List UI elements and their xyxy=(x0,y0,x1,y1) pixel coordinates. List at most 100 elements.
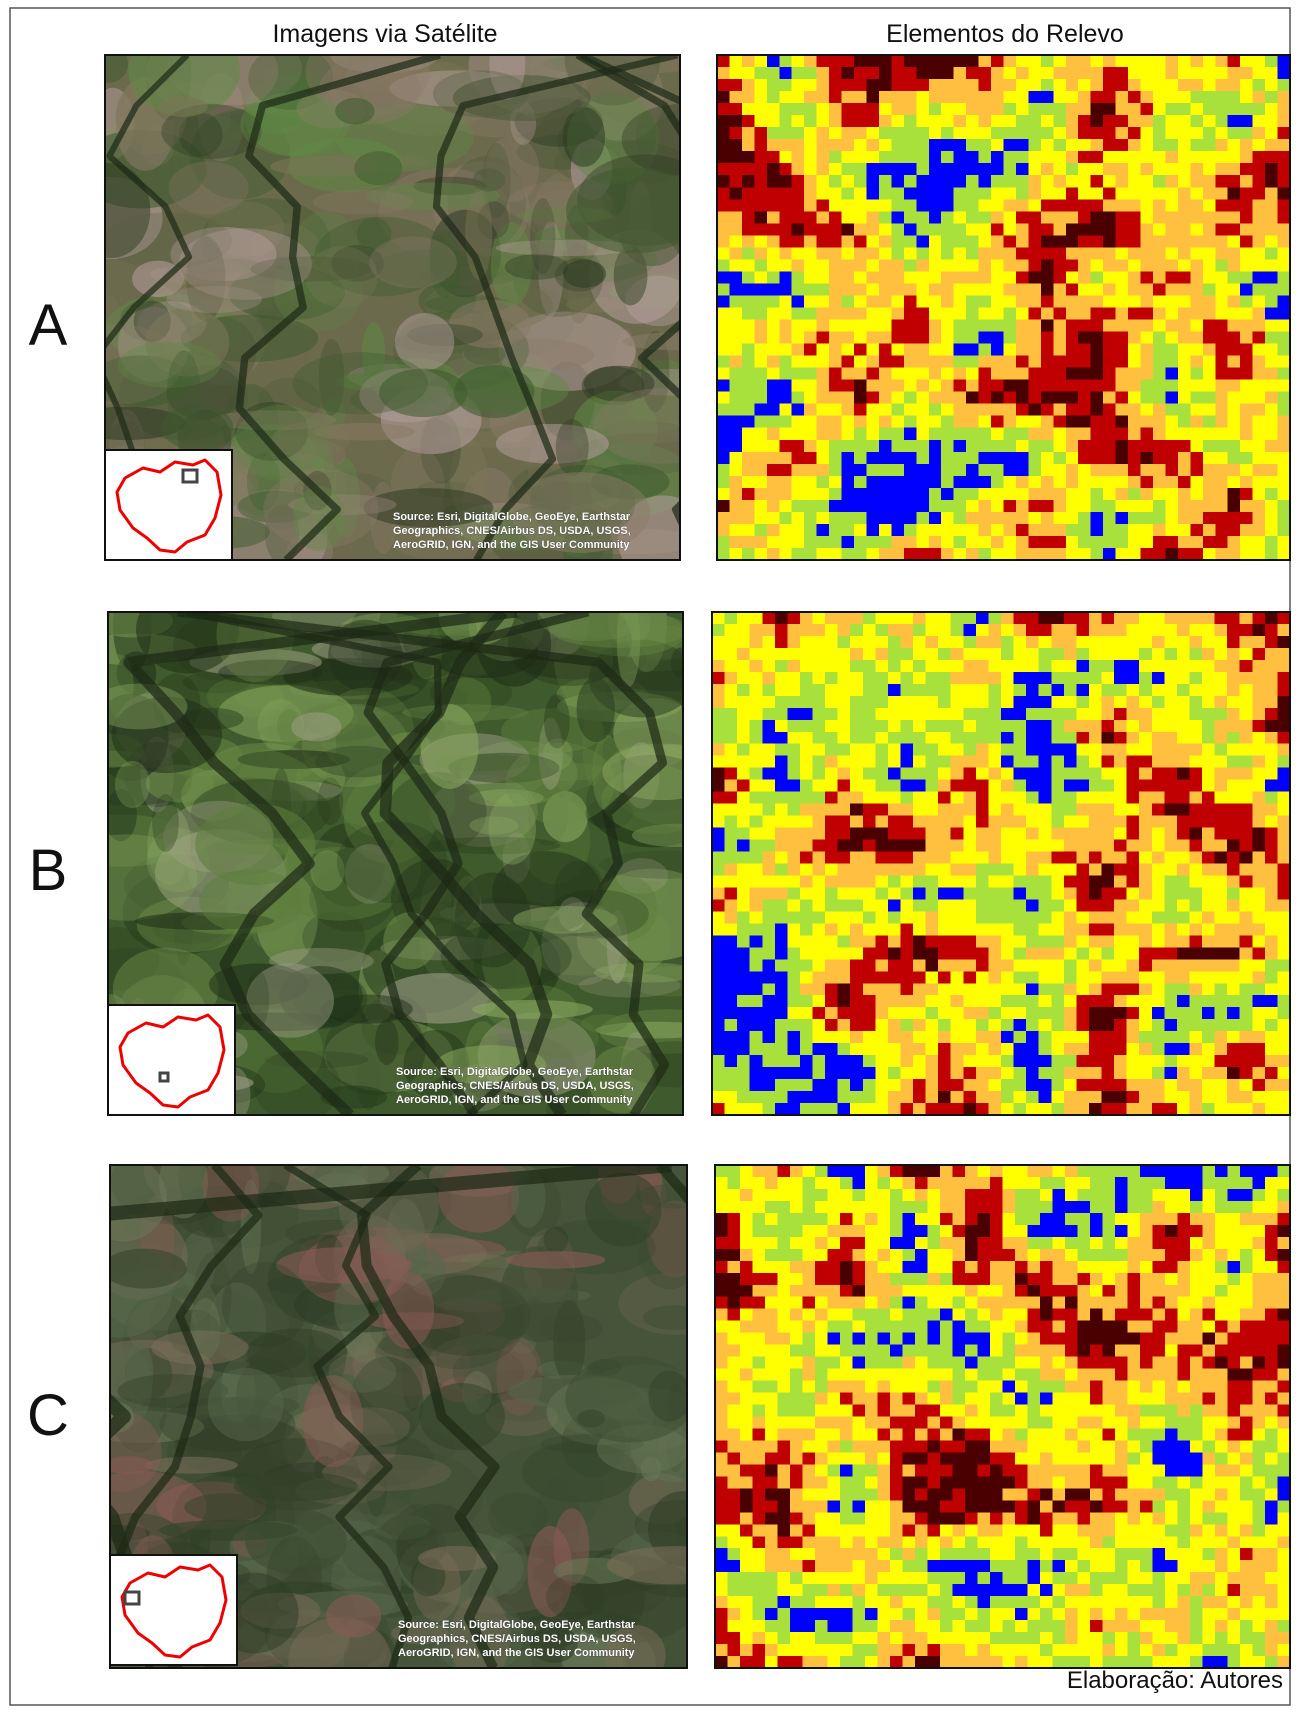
relief-cell xyxy=(941,415,955,429)
image-frame xyxy=(107,611,684,1116)
relief-cell xyxy=(950,612,964,625)
relief-cell xyxy=(1038,851,1052,864)
source-text: Source: Esri, DigitalGlobe, GeoEye, Eart… xyxy=(396,1066,634,1078)
relief-cell xyxy=(865,1224,878,1238)
relief-cell xyxy=(928,535,942,549)
relief-cell xyxy=(1078,487,1092,501)
relief-cell xyxy=(862,899,876,912)
relief-cell xyxy=(740,1224,753,1238)
relief-cell xyxy=(1227,295,1241,308)
relief-cell xyxy=(1239,803,1253,817)
relief-cell xyxy=(862,671,876,685)
relief-cell xyxy=(787,863,801,876)
relief-cell xyxy=(791,295,805,308)
relief-cell xyxy=(1215,211,1229,224)
relief-cell xyxy=(724,803,738,817)
terrain-patch xyxy=(369,236,457,289)
relief-cell xyxy=(1277,767,1291,781)
relief-cell xyxy=(950,1067,964,1080)
relief-cell xyxy=(816,67,830,80)
relief-cell xyxy=(916,499,930,513)
relief-cell xyxy=(1151,1091,1165,1104)
relief-cell xyxy=(1001,612,1015,625)
relief-cell xyxy=(766,451,780,465)
relief-cell xyxy=(1252,959,1266,972)
relief-cell xyxy=(1151,683,1165,697)
relief-cell xyxy=(1001,971,1015,984)
relief-cell xyxy=(900,707,914,721)
terrain-patch xyxy=(178,112,223,157)
relief-cell xyxy=(1139,731,1153,745)
relief-cell xyxy=(862,683,876,697)
relief-cell xyxy=(1277,923,1291,936)
relief-cell xyxy=(928,103,942,116)
relief-cell xyxy=(1013,911,1027,924)
relief-cell xyxy=(975,1067,989,1080)
relief-cell xyxy=(729,295,743,308)
relief-cell xyxy=(1065,307,1079,321)
river xyxy=(356,1165,500,1668)
terrain-patch xyxy=(565,167,680,254)
relief-cell xyxy=(887,971,901,984)
relief-cell xyxy=(950,707,964,721)
relief-cell xyxy=(1053,247,1067,260)
relief-cell xyxy=(779,511,793,525)
relief-cell xyxy=(837,803,851,817)
relief-cell xyxy=(1277,659,1291,673)
relief-cell xyxy=(1227,743,1241,757)
relief-cell xyxy=(816,523,830,537)
relief-cell xyxy=(1088,755,1103,769)
relief-cell xyxy=(1202,379,1216,393)
relief-cell xyxy=(1053,127,1067,140)
relief-cell xyxy=(903,283,917,296)
relief-cell xyxy=(816,403,830,417)
relief-cell xyxy=(1003,487,1017,501)
relief-cell xyxy=(1040,55,1054,68)
relief-cell xyxy=(765,1200,778,1214)
relief-cell xyxy=(953,259,967,272)
relief-cell xyxy=(799,612,814,625)
relief-cell xyxy=(1063,707,1077,721)
relief-cell xyxy=(903,343,917,357)
relief-cell xyxy=(903,247,917,260)
relief-cell xyxy=(1103,271,1117,284)
relief-cell xyxy=(1076,995,1090,1008)
relief-cell xyxy=(903,391,917,405)
relief-cell xyxy=(1151,695,1165,709)
relief-cell xyxy=(1252,427,1266,441)
relief-cell xyxy=(1114,779,1128,793)
relief-cell xyxy=(890,1212,903,1226)
relief-cell xyxy=(740,1165,753,1178)
relief-cell xyxy=(1026,623,1040,637)
relief-cell xyxy=(1239,911,1253,924)
relief-cell xyxy=(875,719,889,733)
relief-cell xyxy=(1126,935,1140,948)
relief-cell xyxy=(1277,475,1291,489)
relief-cell xyxy=(791,391,805,405)
relief-cell xyxy=(1001,623,1015,637)
relief-cell xyxy=(1101,1043,1115,1056)
relief-cell xyxy=(1164,995,1178,1008)
relief-cell xyxy=(1165,1188,1178,1202)
relief-cell xyxy=(1277,671,1291,685)
relief-cell xyxy=(878,439,892,453)
relief-cell xyxy=(1202,403,1216,417)
relief-cell xyxy=(787,959,801,972)
relief-cell xyxy=(737,863,751,876)
relief-cell xyxy=(1190,415,1204,429)
relief-cell xyxy=(991,271,1004,284)
relief-cell xyxy=(1103,451,1117,465)
relief-cell xyxy=(777,1188,791,1202)
relief-cell xyxy=(887,659,901,673)
relief-cell xyxy=(938,875,952,888)
terrain-patch xyxy=(568,612,683,657)
relief-cell xyxy=(963,623,977,637)
relief-cell xyxy=(799,851,814,864)
relief-cell xyxy=(1177,1212,1191,1226)
relief-cell xyxy=(1176,899,1190,912)
relief-cell xyxy=(925,1079,939,1092)
relief-cell xyxy=(762,995,776,1008)
relief-cell xyxy=(799,1091,814,1104)
relief-cell xyxy=(953,487,967,501)
relief-cell xyxy=(1190,223,1204,236)
